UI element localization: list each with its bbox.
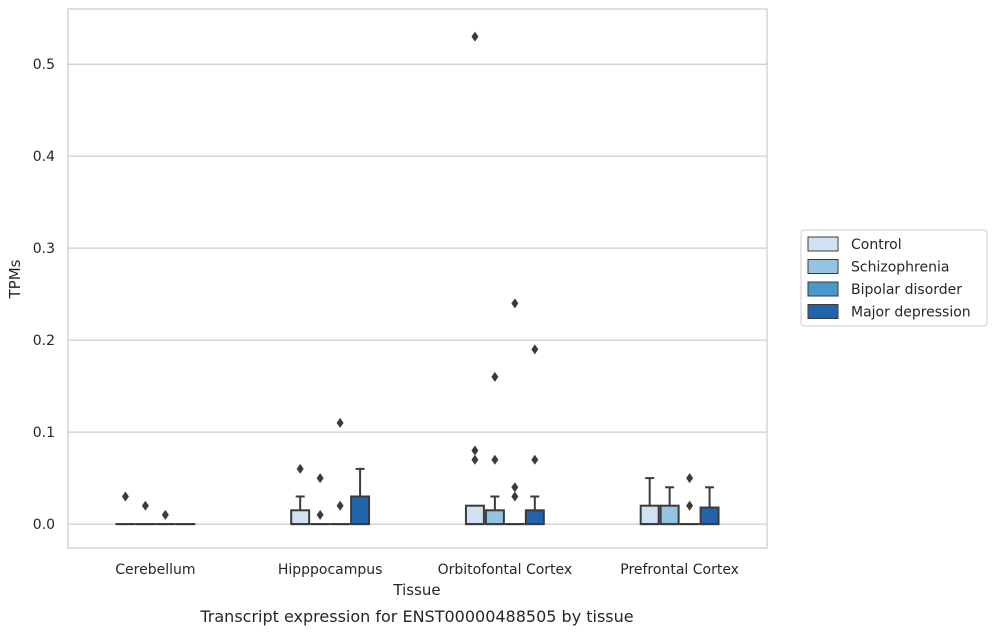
outlier-point <box>121 491 129 502</box>
outlier-point <box>531 344 539 355</box>
legend-swatch <box>807 281 839 297</box>
box <box>524 509 545 526</box>
legend-frame <box>800 229 988 327</box>
legend-swatch <box>807 304 839 319</box>
outlier-point <box>161 509 169 520</box>
x-tick-label: Hipppocampus <box>278 562 383 578</box>
outlier-point <box>471 31 479 42</box>
outlier-point <box>491 454 499 465</box>
y-axis-label: TPMs <box>6 259 24 299</box>
box <box>484 509 505 526</box>
outlier-point <box>336 500 344 511</box>
outlier-point <box>511 298 519 309</box>
box <box>639 504 660 526</box>
outlier-point <box>471 445 479 456</box>
plot-frame <box>67 8 768 549</box>
x-tick-label: Orbitofontal Cortex <box>438 562 573 578</box>
outlier-point <box>316 473 324 484</box>
x-tick-label: Cerebellum <box>115 562 195 578</box>
box <box>659 504 680 526</box>
outlier-point <box>296 463 304 474</box>
chart-title: Transcript expression for ENST0000048850… <box>199 607 633 626</box>
legend-label: Bipolar disorder <box>851 282 962 298</box>
y-axis: 0.0 0.1 0.2 0.3 0.4 0.5 <box>33 57 55 533</box>
outlier-point <box>686 500 694 511</box>
box <box>699 506 720 526</box>
legend-label: Major depression <box>851 305 971 321</box>
legend-label: Control <box>851 237 902 253</box>
y-tick-label: 0.0 <box>33 517 55 533</box>
box <box>290 509 311 526</box>
x-axis: Cerebellum Hipppocampus Orbitofontal Corte… <box>115 562 739 578</box>
y-tick-label: 0.4 <box>33 149 55 165</box>
x-axis-label: Tissue <box>392 581 440 599</box>
outlier-point <box>491 371 499 382</box>
y-tick-label: 0.2 <box>33 333 55 349</box>
outlier-point <box>511 491 519 502</box>
legend-label: Schizophrenia <box>851 260 949 276</box>
outlier-point <box>511 482 519 493</box>
legend-swatch <box>807 236 839 252</box>
y-tick-label: 0.5 <box>33 57 55 73</box>
legend: Control Schizophrenia Bipolar disorder Majo… <box>800 229 988 327</box>
outlier-point <box>141 500 149 511</box>
y-tick-label: 0.3 <box>33 241 55 257</box>
outlier-point <box>531 454 539 465</box>
outlier-point <box>336 417 344 428</box>
plot-area <box>115 31 720 526</box>
outlier-point <box>686 473 694 484</box>
outlier-point <box>316 509 324 520</box>
x-tick-label: Prefrontal Cortex <box>620 562 739 578</box>
box <box>464 504 485 526</box>
y-tick-label: 0.1 <box>33 425 55 441</box>
legend-swatch <box>807 259 839 274</box>
box <box>350 495 371 526</box>
outlier-point <box>471 454 479 465</box>
